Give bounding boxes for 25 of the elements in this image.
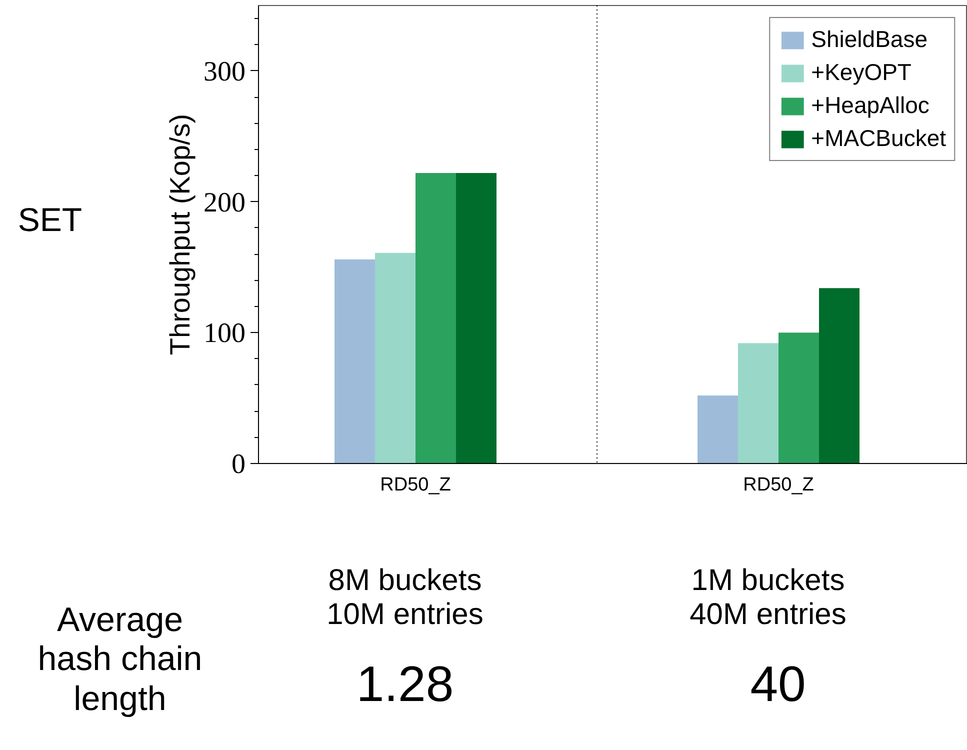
text: SET — [18, 201, 82, 238]
legend-label: +MACBucket — [811, 125, 946, 152]
bar — [778, 332, 819, 464]
bar — [738, 343, 778, 464]
y-tick-label: 200 — [204, 187, 246, 218]
text: 8M buckets 10M entries — [326, 564, 484, 632]
y-tick-label: 300 — [204, 56, 246, 88]
bar — [819, 288, 860, 464]
text: 1.28 — [355, 656, 455, 714]
y-tick-label: 100 — [204, 318, 246, 350]
text: 40 — [749, 656, 807, 714]
legend-label: ShieldBase — [811, 26, 928, 53]
x-tick-label: RD50_Z — [743, 474, 814, 496]
x-tick-label: RD50_Z — [380, 474, 452, 496]
legend-label: +KeyOPT — [811, 59, 912, 86]
text: Average hash chain length — [36, 601, 204, 719]
bar — [416, 172, 456, 464]
bar — [456, 172, 496, 464]
bar — [375, 252, 416, 464]
legend-label: +HeapAlloc — [811, 92, 930, 119]
text: 1M buckets 40M entries — [688, 564, 848, 632]
y-axis-title: Throughput (Kop/s) — [164, 114, 196, 356]
bar — [334, 259, 375, 464]
y-tick-label: 0 — [232, 449, 246, 480]
bar — [698, 395, 738, 464]
